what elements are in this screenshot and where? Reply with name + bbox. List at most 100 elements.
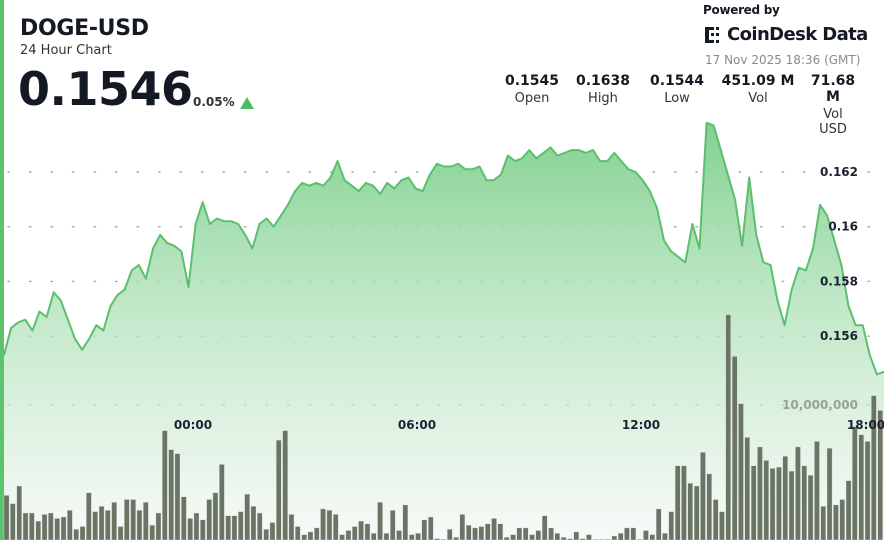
volume-bar (833, 504, 839, 540)
volume-bar (371, 533, 377, 540)
volume-bar (73, 529, 79, 540)
coindesk-data-logo: CoinDesk Data (703, 24, 868, 45)
price-tick-label: 0.156 (820, 329, 858, 343)
volume-bar (871, 395, 877, 540)
volume-bar (472, 527, 478, 540)
volume-bar (485, 523, 491, 540)
volume-bar (814, 441, 820, 540)
volume-bar (662, 533, 668, 540)
volume-bar (617, 533, 624, 540)
stat-label: Open (514, 91, 550, 106)
volume-bar (314, 527, 320, 540)
volume-bar (731, 356, 738, 540)
volume-bar (706, 473, 713, 540)
volume-bar (174, 453, 181, 540)
volume-bar (345, 530, 352, 540)
volume-bar (845, 480, 852, 540)
volume-bar (295, 526, 301, 540)
volume-bar (10, 503, 16, 540)
volume-bar (630, 527, 637, 540)
volume-bar (200, 519, 206, 540)
volume-bar (712, 499, 719, 540)
volume-bar (339, 534, 345, 540)
volume-bar (117, 526, 124, 540)
volume-bar (687, 483, 694, 540)
stat-value: 451.09 M (721, 73, 795, 89)
price-area (4, 122, 884, 540)
volume-bar (136, 510, 143, 540)
volume-bar (548, 527, 554, 540)
volume-bar (282, 430, 288, 540)
volume-bar (415, 533, 421, 540)
volume-bar (459, 514, 466, 540)
volume-bar (22, 512, 29, 540)
stat-value: 0.1638 (575, 73, 631, 89)
volume-bar (839, 499, 846, 540)
volume-bar (700, 452, 706, 540)
price-tick-label: 0.158 (820, 274, 858, 288)
volume-bar (168, 449, 174, 540)
volume-bar (795, 446, 801, 540)
volume-bar (390, 510, 396, 540)
time-tick-label: 12:00 (622, 418, 660, 432)
volume-bar (693, 485, 700, 540)
volume-bar (624, 527, 630, 540)
stat-low: 0.1544 Low (650, 73, 704, 106)
volume-bar (497, 523, 504, 540)
volume-bar (98, 506, 105, 540)
volume-bar (674, 465, 681, 540)
volume-bar (358, 520, 364, 540)
volume-bar (877, 410, 884, 540)
stat-value: 0.1544 (649, 73, 705, 89)
volume-bar (206, 499, 212, 540)
volume-bar (554, 533, 561, 540)
volume-bar (586, 534, 592, 540)
volume-bar (301, 534, 307, 540)
volume-bar (41, 514, 48, 540)
volume-bar (788, 470, 795, 540)
time-tick-label: 00:00 (174, 418, 212, 432)
volume-bar (377, 502, 383, 540)
stat-value: 0.1545 (504, 73, 560, 89)
volume-bar (219, 464, 225, 540)
coindesk-logo-icon (705, 26, 719, 43)
volume-bar (858, 434, 865, 540)
stat-vol-usd: 71.68 M Vol USD (808, 73, 859, 137)
volume-bar (396, 530, 402, 540)
volume-bar (478, 526, 485, 540)
volume-bar (181, 496, 187, 540)
volume-bar (263, 529, 269, 540)
volume-bar (864, 441, 871, 540)
up-arrow-icon (240, 97, 254, 109)
time-tick-label: 18:00 (847, 418, 884, 432)
volume-bar (782, 456, 789, 540)
volume-bar (212, 492, 219, 540)
volume-bar (421, 519, 428, 540)
volume-bar (801, 465, 808, 540)
volume-bar (522, 527, 529, 540)
volume-bar (326, 510, 333, 540)
volume-bar (105, 510, 111, 540)
volume-bar (269, 522, 276, 540)
volume-bar (719, 511, 725, 540)
volume-bar (162, 430, 168, 540)
volume-bar (491, 518, 497, 540)
time-tick-label: 06:00 (398, 418, 436, 432)
volume-bar (54, 518, 60, 540)
volume-bar (510, 534, 516, 540)
volume-bar (447, 529, 453, 540)
volume-bar (383, 533, 390, 540)
volume-bar (769, 468, 776, 540)
volume-bar (573, 531, 580, 540)
symbol-title: DOGE-USD (20, 16, 149, 41)
volume-bar (187, 518, 193, 540)
volume-bar (143, 502, 149, 540)
volume-bar (643, 530, 649, 540)
volume-bar (16, 485, 23, 540)
volume-bar (516, 527, 523, 540)
volume-bar (193, 512, 200, 540)
volume-bar (149, 524, 155, 540)
stat-label: High (588, 91, 618, 106)
volume-bar (35, 520, 42, 540)
volume-bar (250, 506, 257, 540)
